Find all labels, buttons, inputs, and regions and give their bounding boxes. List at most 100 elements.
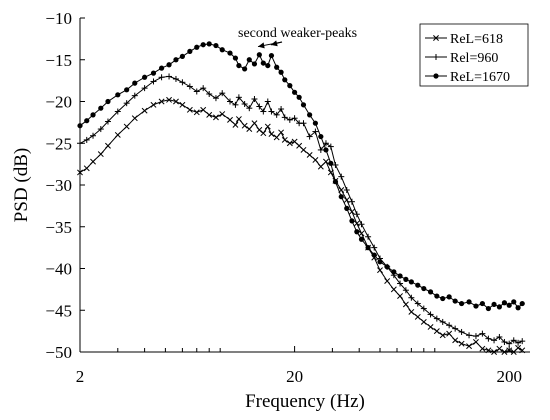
data-point — [264, 123, 271, 130]
data-point — [227, 98, 233, 105]
data-point — [349, 218, 355, 224]
legend-entry: Rel=960 — [425, 51, 498, 66]
data-point — [232, 121, 239, 128]
data-point — [281, 136, 288, 143]
data-point — [193, 109, 200, 116]
data-point — [260, 130, 267, 137]
series-2 — [77, 73, 526, 347]
data-point — [97, 151, 104, 158]
data-point — [365, 233, 372, 240]
data-point — [511, 299, 517, 305]
data-point — [446, 322, 453, 329]
data-point — [104, 118, 111, 125]
data-point — [452, 325, 459, 332]
data-point — [485, 305, 492, 312]
data-point — [219, 111, 226, 117]
data-point — [485, 347, 492, 354]
data-point — [323, 147, 329, 153]
data-point — [212, 95, 219, 102]
legend-marker — [433, 73, 439, 79]
data-point — [452, 298, 458, 304]
data-point — [427, 323, 434, 330]
data-point — [114, 131, 121, 138]
data-point — [408, 294, 415, 301]
data-point — [246, 57, 252, 63]
data-point — [414, 300, 421, 307]
data-point — [322, 140, 329, 147]
data-point — [427, 311, 434, 318]
y-tick-label: −20 — [45, 93, 72, 112]
data-point — [260, 108, 267, 115]
data-point — [472, 333, 479, 340]
series-1 — [77, 96, 526, 355]
data-point — [332, 161, 339, 168]
data-point — [90, 112, 96, 118]
y-tick-label: −35 — [45, 218, 72, 237]
data-point — [317, 146, 324, 153]
x-axis-label: Frequency (Hz) — [245, 391, 365, 412]
data-point — [510, 337, 517, 344]
y-axis-label: PSD (dB) — [11, 148, 32, 222]
annotation: second weaker-peaks — [238, 26, 357, 49]
data-point — [421, 285, 427, 292]
data-point — [519, 347, 526, 354]
data-point — [312, 128, 319, 135]
data-point — [114, 108, 121, 115]
data-point — [433, 315, 440, 322]
data-point — [384, 264, 390, 270]
data-point — [186, 83, 193, 90]
data-point — [496, 345, 503, 352]
data-point — [501, 349, 508, 355]
data-point — [260, 60, 266, 66]
data-point — [278, 129, 285, 136]
data-point — [506, 302, 512, 308]
data-point — [115, 92, 121, 98]
data-point — [358, 230, 365, 237]
data-point — [384, 278, 391, 284]
data-point — [473, 339, 479, 345]
data-point — [408, 279, 414, 285]
data-point — [241, 122, 248, 129]
data-point — [491, 349, 498, 355]
data-point — [306, 133, 313, 140]
data-point — [131, 115, 138, 122]
data-point — [515, 305, 521, 311]
y-tick-label: −30 — [45, 176, 72, 195]
data-point — [365, 245, 371, 251]
data-point — [77, 140, 83, 147]
data-point — [466, 332, 473, 339]
data-point — [491, 337, 498, 344]
data-point — [235, 94, 242, 101]
data-point — [227, 116, 233, 123]
data-point — [397, 280, 404, 287]
data-point — [256, 103, 263, 110]
data-point — [90, 132, 97, 139]
data-point — [90, 158, 96, 165]
data-point — [287, 83, 293, 89]
annotation-arrowhead — [258, 42, 265, 49]
data-point — [200, 42, 206, 48]
data-point — [265, 62, 271, 69]
data-point — [83, 136, 90, 143]
data-point — [278, 106, 285, 113]
data-point — [194, 44, 200, 50]
data-point — [519, 338, 526, 345]
annotation-label: second weaker-peaks — [238, 26, 357, 41]
data-point — [307, 112, 313, 118]
data-point — [306, 151, 313, 158]
series-layer — [77, 41, 526, 355]
data-point — [348, 208, 355, 215]
data-point — [479, 300, 485, 307]
data-point — [458, 300, 465, 307]
data-point — [186, 106, 193, 113]
data-point — [440, 295, 446, 302]
data-point — [328, 160, 334, 166]
series-line — [79, 99, 523, 353]
data-point — [268, 108, 275, 115]
data-point — [439, 318, 446, 325]
data-point — [242, 66, 248, 72]
data-point — [286, 116, 293, 123]
series-3 — [77, 41, 525, 312]
data-point — [391, 269, 397, 275]
